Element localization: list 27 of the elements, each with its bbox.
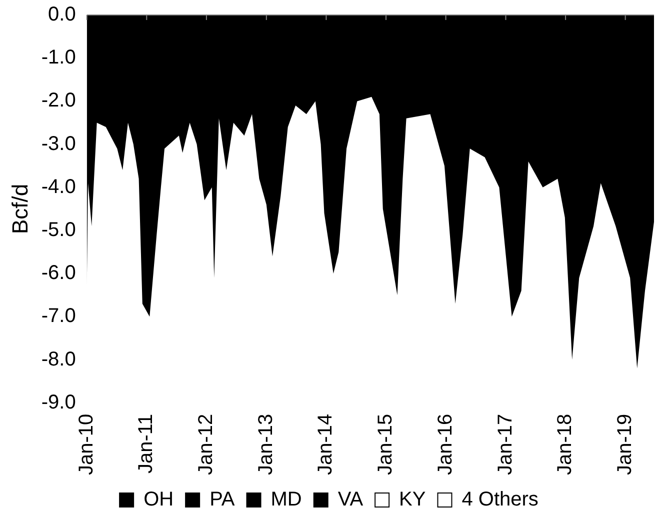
x-tick-label: Jan-12 [194,414,217,476]
y-tick-label: -6.0 [41,262,76,284]
x-tick-label: Jan-13 [254,414,277,476]
legend-label: OH [144,488,174,511]
y-tick-label: 0.0 [48,4,76,26]
y-axis-title: Bcf/d [7,184,32,234]
x-tick-label: Jan-17 [494,414,516,476]
y-tick-label: -1.0 [41,46,76,69]
x-tick-label: Jan-16 [434,414,456,476]
legend-label: KY [399,488,426,511]
legend-label: 4 Others [462,488,538,511]
y-tick-label: -4.0 [41,176,76,198]
x-tick-label: Jan-14 [314,414,337,476]
y-tick-label: -2.0 [41,90,76,112]
legend-label: PA [210,488,236,511]
x-tick-label: Jan-10 [75,414,98,476]
legend-label: MD [270,488,302,511]
x-tick-label: Jan-19 [614,414,636,476]
x-tick-label: Jan-11 [135,414,158,474]
legend-label: VA [338,488,364,511]
y-tick-label: -5.0 [41,218,76,241]
y-tick-label: -3.0 [41,132,76,155]
y-tick-label: -9.0 [41,391,76,414]
x-tick-label: Jan-15 [374,414,397,476]
x-tick-label: Jan-18 [554,414,576,476]
y-tick-label: -8.0 [41,348,76,370]
y-tick-label: -7.0 [41,305,76,328]
